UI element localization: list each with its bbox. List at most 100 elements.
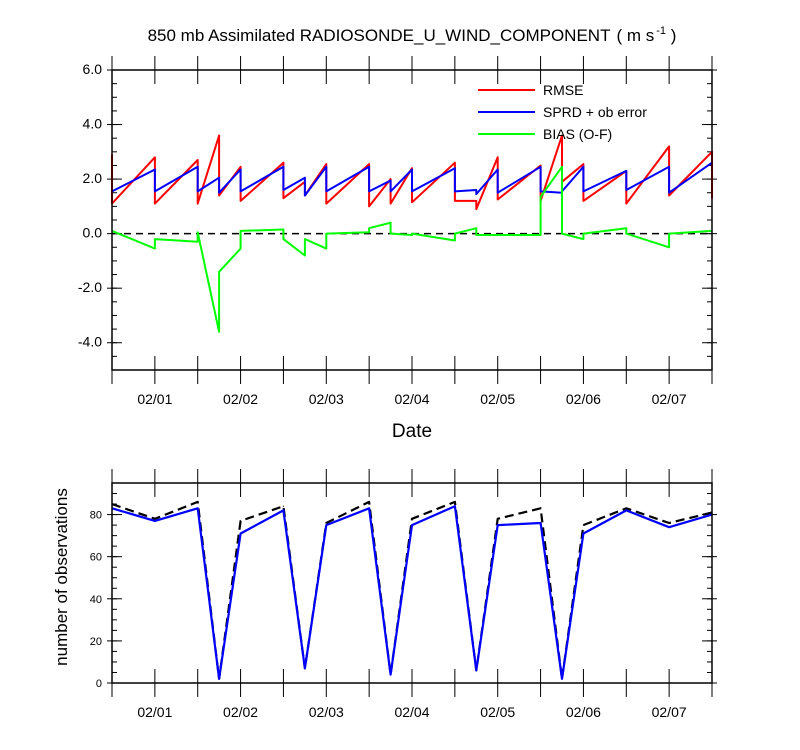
data-point-rmse [390,203,392,205]
data-point-sprd-ob-error [540,190,542,192]
data-point-bias-o-f [390,233,392,235]
data-point-bias-o-f [475,227,477,229]
data-point-assimilated [304,667,306,669]
legend-label-bias-o-f: BIAS (O-F) [543,126,612,142]
data-point-possible [368,501,370,503]
data-point-sprd-ob-error [668,192,670,194]
data-point-rmse [218,134,220,137]
data-point-bias-o-f [218,331,220,333]
data-point-rmse [475,208,477,210]
data-point-sprd-ob-error [368,190,370,192]
data-point-sprd-ob-error [218,177,220,179]
data-point-bias-o-f [411,233,413,235]
data-point-sprd-ob-error [625,189,627,191]
data-point-rmse [454,162,456,164]
x-axis-label: Date [392,421,432,442]
x-tick-label: 02/06 [566,391,601,407]
data-point-sprd-ob-error [282,166,284,168]
data-point-bias-o-f [304,238,306,240]
data-point-possible [154,518,156,520]
units-exponent: -1 [656,25,666,37]
data-point-rmse [582,200,585,202]
data-point-assimilated [582,532,585,535]
y-tick-label: 40 [90,594,102,606]
data-point-assimilated [411,524,413,526]
data-point-assimilated [240,532,242,535]
data-point-bias-o-f [582,238,585,240]
data-point-possible [582,524,585,526]
data-point-possible [454,501,456,503]
data-point-bias-o-f [561,233,563,235]
data-point-bias-o-f [540,196,542,198]
y-tick-label: -4.0 [78,334,102,350]
top-panel-series [111,134,713,333]
data-point-assimilated [625,509,627,511]
data-point-rmse [390,178,392,180]
data-point-bias-o-f [368,231,370,233]
data-point-assimilated [540,522,542,524]
data-point-sprd-ob-error [390,179,392,182]
legend: RMSE SPRD + ob error BIAS (O-F) [478,82,647,142]
data-point-bias-o-f [197,231,199,233]
data-point-rmse [411,167,413,169]
data-point-sprd-ob-error [625,170,627,172]
data-point-rmse [368,205,370,207]
data-point-sprd-ob-error [475,189,477,191]
data-point-bias-o-f [497,234,499,236]
data-point-bias-o-f [218,271,220,273]
data-point-bias-o-f [390,222,392,224]
data-point-bias-o-f [368,227,370,229]
data-point-bias-o-f [582,233,585,235]
data-point-possible [540,507,542,509]
data-point-bias-o-f [561,166,563,168]
data-point-rmse [668,145,670,147]
data-point-assimilated [368,507,370,509]
legend-label-sprd-ob-error: SPRD + ob error [543,104,647,120]
data-point-sprd-ob-error [240,168,242,171]
x-tick-label: 02/02 [223,704,258,720]
bottom-panel-series [111,500,713,680]
y-tick-label: 0 [96,678,102,690]
data-point-bias-o-f [454,233,456,235]
data-point-bias-o-f [304,254,306,257]
data-point-rmse [197,203,199,205]
data-point-rmse [625,203,627,205]
data-point-rmse [240,200,242,202]
data-point-assimilated [561,678,563,680]
units-close: ) [666,26,676,45]
y-tick-label: 60 [90,552,102,564]
data-point-sprd-ob-error [411,168,413,171]
data-point-bias-o-f [282,238,284,240]
top-plot-frame [111,69,713,371]
data-point-bias-o-f [154,238,156,240]
data-point-assimilated [282,509,284,511]
data-point-possible [497,518,499,520]
data-point-assimilated [668,526,670,528]
data-point-possible [325,522,327,524]
data-point-sprd-ob-error [668,166,670,168]
series-line-sprd-ob-error [111,161,713,197]
data-point-rmse [282,197,284,199]
data-point-rmse [368,163,370,165]
data-point-assimilated [154,520,156,522]
data-point-bias-o-f [411,234,413,236]
data-point-rmse [497,156,499,158]
data-point-sprd-ob-error [304,194,306,197]
data-point-sprd-ob-error [390,190,392,192]
data-point-rmse [197,159,199,161]
x-tick-label: 02/04 [394,391,429,407]
data-point-assimilated [497,524,499,526]
data-point-rmse [154,156,156,158]
data-point-sprd-ob-error [218,192,220,194]
data-point-assimilated [325,524,327,526]
data-point-bias-o-f [325,233,327,235]
data-point-assimilated [454,505,456,507]
data-point-sprd-ob-error [154,190,156,192]
legend-label-rmse: RMSE [543,82,583,98]
data-point-assimilated [197,507,199,509]
data-point-rmse [475,200,477,202]
data-point-rmse [411,201,413,203]
data-point-sprd-ob-error [325,190,327,192]
data-point-sprd-ob-error [540,166,542,168]
